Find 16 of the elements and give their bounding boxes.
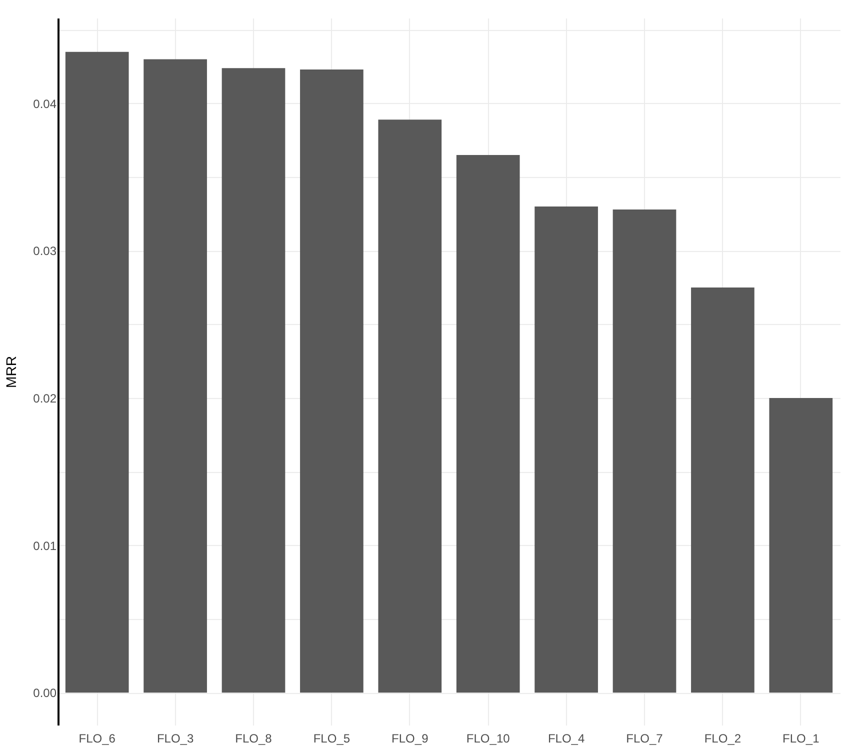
x-tick-label: FLO_6 <box>78 732 116 746</box>
x-tick-label: FLO_5 <box>313 732 350 746</box>
y-tick-label: 0.00 <box>33 686 57 700</box>
y-tick-label: 0.01 <box>33 538 57 553</box>
x-tick-label: FLO_10 <box>466 732 510 746</box>
x-tick-label: FLO_1 <box>782 732 820 746</box>
x-tick-label: FLO_2 <box>704 732 742 746</box>
x-tick-label: FLO_7 <box>626 732 664 746</box>
x-tick-label: FLO_8 <box>235 732 272 746</box>
x-tick-label: FLO_3 <box>156 732 194 746</box>
y-tick-label: 0.02 <box>33 392 57 406</box>
x-tick-label: FLO_4 <box>548 732 585 746</box>
y-tick-label: 0.04 <box>33 96 57 111</box>
x-tick-label: FLO_9 <box>392 732 429 746</box>
y-tick-label: 0.03 <box>33 244 57 258</box>
y-axis-title: MRR <box>3 356 20 388</box>
